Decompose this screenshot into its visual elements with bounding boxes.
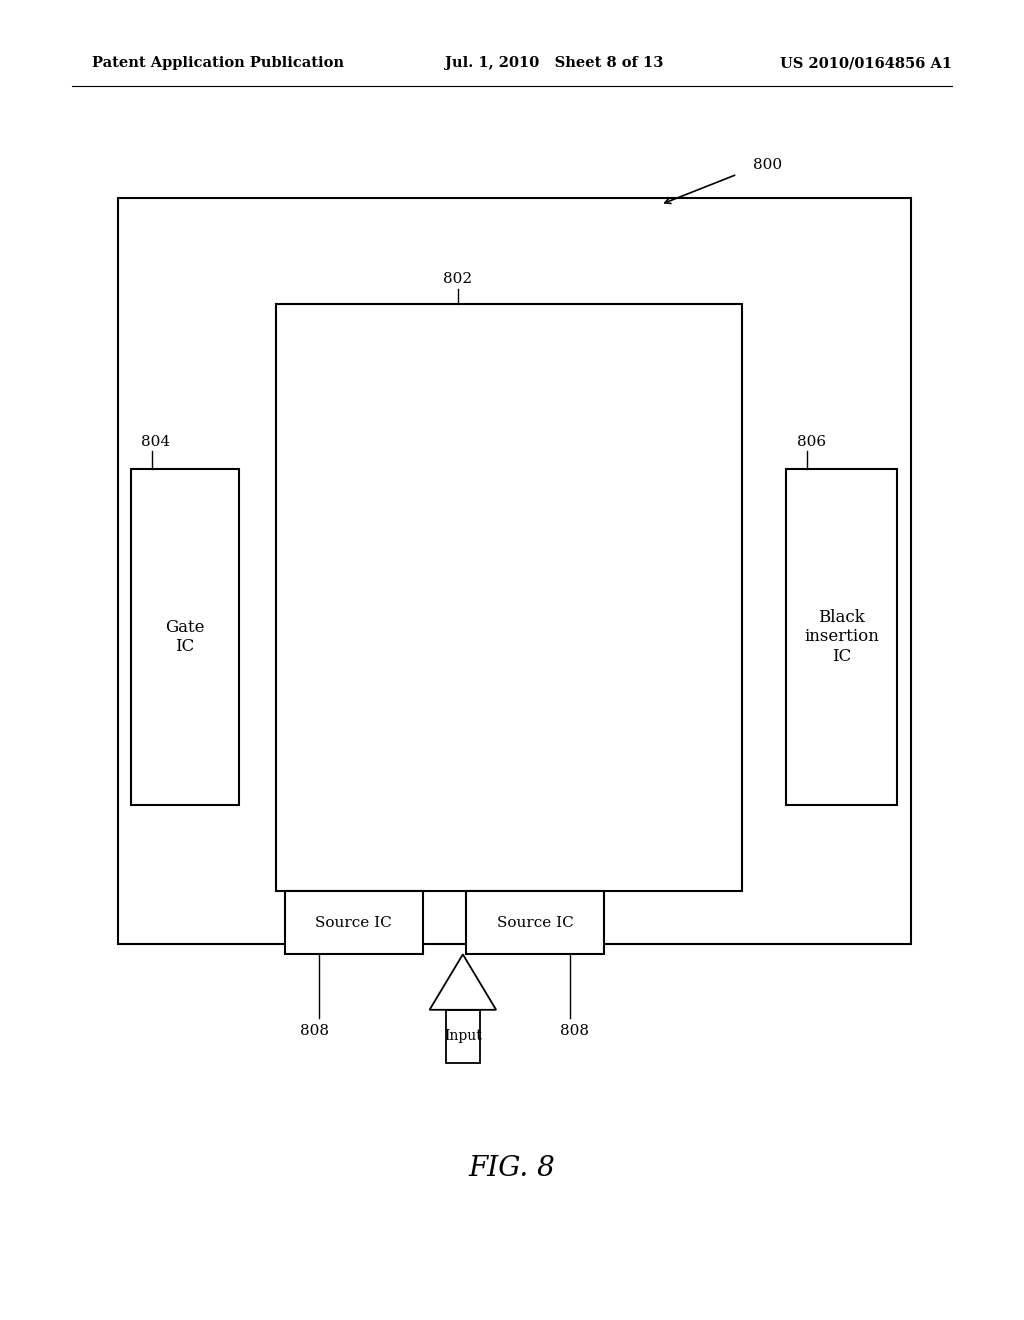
- Text: Source IC: Source IC: [497, 916, 573, 929]
- Text: 808: 808: [560, 1024, 589, 1039]
- Text: Patent Application Publication: Patent Application Publication: [92, 57, 344, 70]
- Bar: [118, 198, 911, 944]
- Text: 804: 804: [141, 434, 170, 449]
- Text: 802: 802: [443, 272, 472, 286]
- Text: Input: Input: [444, 1030, 481, 1043]
- Text: US 2010/0164856 A1: US 2010/0164856 A1: [780, 57, 952, 70]
- Polygon shape: [430, 954, 497, 1010]
- Bar: [276, 304, 742, 891]
- Bar: [446, 1010, 479, 1063]
- Bar: [466, 891, 604, 954]
- Text: 800: 800: [753, 158, 781, 172]
- Text: Source IC: Source IC: [315, 916, 392, 929]
- Text: 808: 808: [300, 1024, 329, 1039]
- Text: Jul. 1, 2010   Sheet 8 of 13: Jul. 1, 2010 Sheet 8 of 13: [445, 57, 664, 70]
- Text: Black
insertion
IC: Black insertion IC: [804, 609, 880, 665]
- Text: FIG. 8: FIG. 8: [469, 1155, 555, 1181]
- Bar: [131, 469, 239, 805]
- Bar: [285, 891, 423, 954]
- Text: Gate
IC: Gate IC: [165, 619, 205, 655]
- Text: 806: 806: [797, 434, 825, 449]
- Bar: [786, 469, 897, 805]
